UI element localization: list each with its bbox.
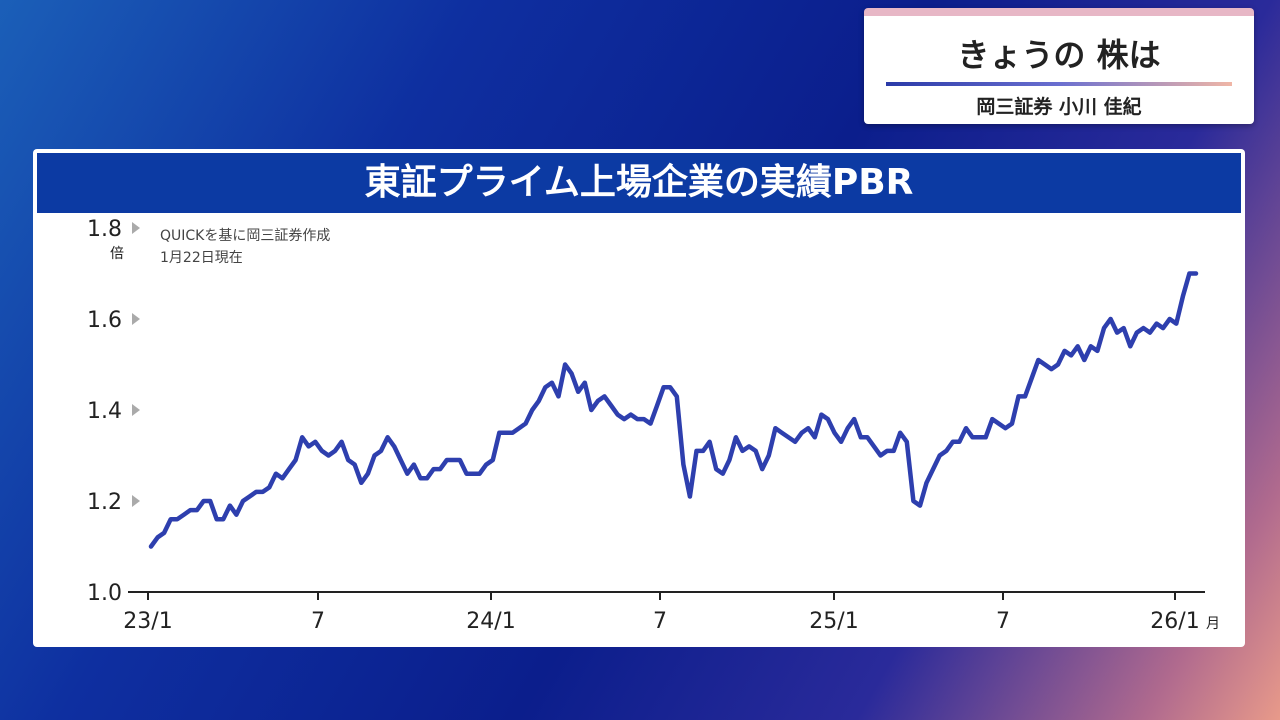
title-divider xyxy=(886,82,1232,86)
presenter-name: 岡三証券 小川 佳紀 xyxy=(976,96,1142,118)
y-tick-marker xyxy=(132,313,140,325)
y-tick-marker xyxy=(132,404,140,416)
chart-title: 東証プライム上場企業の実績PBR xyxy=(37,153,1241,213)
y-tick-marker xyxy=(132,222,140,234)
segment-title: きょうの 株は xyxy=(957,36,1161,74)
x-tick-label: 23/1 xyxy=(123,609,172,634)
x-unit-label: 月 xyxy=(1206,616,1220,632)
y-tick-marker xyxy=(132,495,140,507)
x-tick-label: 25/1 xyxy=(809,609,858,634)
y-tick-label: 1.4 xyxy=(87,399,122,424)
x-tick-label: 24/1 xyxy=(466,609,515,634)
pbr-series-line xyxy=(148,271,1199,549)
chart-panel: 東証プライム上場企業の実績PBR xyxy=(33,149,1245,647)
y-tick-label: 1.6 xyxy=(87,308,122,333)
segment-title-card: きょうの 株は 岡三証券 小川 佳紀 xyxy=(864,8,1254,124)
source-note: QUICKを基に岡三証券作成 xyxy=(160,227,330,244)
x-tick-label: 7 xyxy=(311,609,325,634)
y-unit-label: 倍 xyxy=(110,246,124,262)
y-tick-label: 1.0 xyxy=(87,581,122,606)
x-tick-label: 7 xyxy=(996,609,1010,634)
y-tick-label: 1.2 xyxy=(87,490,122,515)
x-tick-label: 26/1 xyxy=(1150,609,1199,634)
source-note: 1月22日現在 xyxy=(160,250,243,266)
x-tick-label: 7 xyxy=(653,609,667,634)
y-tick-label: 1.8 xyxy=(87,217,122,242)
